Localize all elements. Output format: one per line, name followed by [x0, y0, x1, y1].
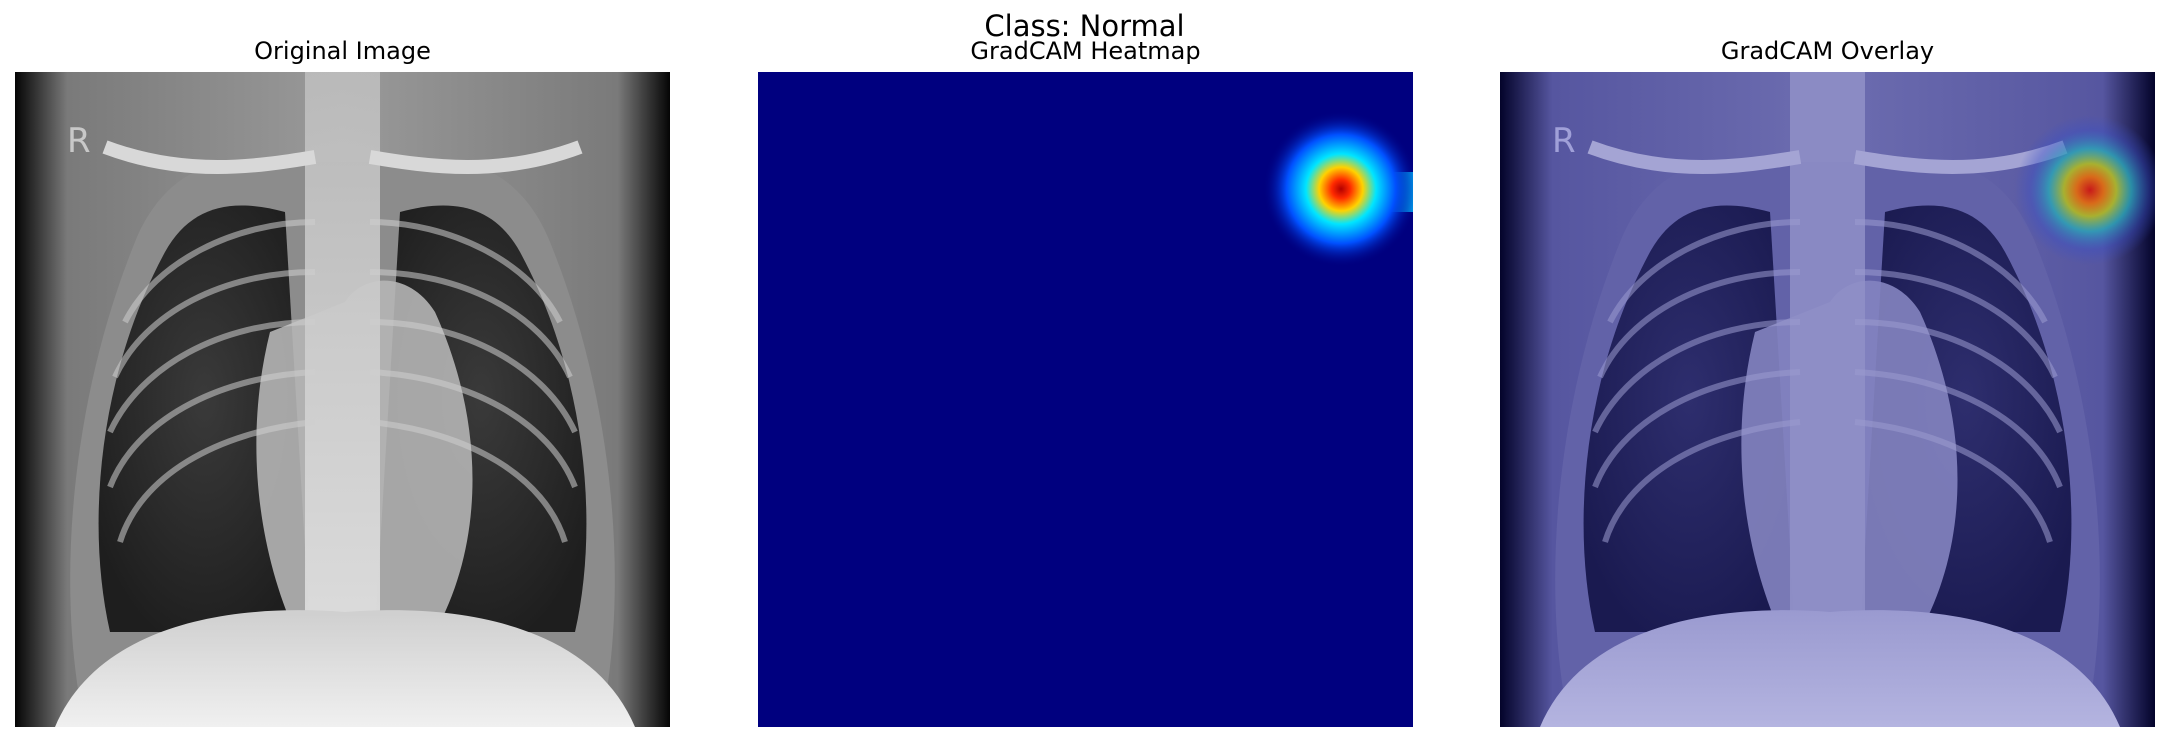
figure-title: Class: Normal	[984, 9, 1185, 43]
gradcam-heatmap-image	[758, 72, 1413, 727]
xray-drawing: R	[15, 72, 670, 727]
gradcam-overlay-title: GradCAM Overlay	[1720, 37, 1935, 65]
overlay-drawing: R	[1500, 72, 2155, 727]
overlay-hotspot	[2015, 115, 2155, 265]
gradcam-heatmap-title: GradCAM Heatmap	[970, 37, 1201, 65]
side-marker-overlay: R	[1552, 121, 1576, 161]
heatmap-hotspot	[1263, 111, 1413, 267]
gradcam-overlay-image: R	[1500, 72, 2155, 727]
side-marker: R	[67, 121, 91, 161]
original-xray-image: R	[15, 72, 670, 727]
original-image-title: Original Image	[254, 37, 431, 65]
heatmap-drawing	[758, 72, 1413, 727]
